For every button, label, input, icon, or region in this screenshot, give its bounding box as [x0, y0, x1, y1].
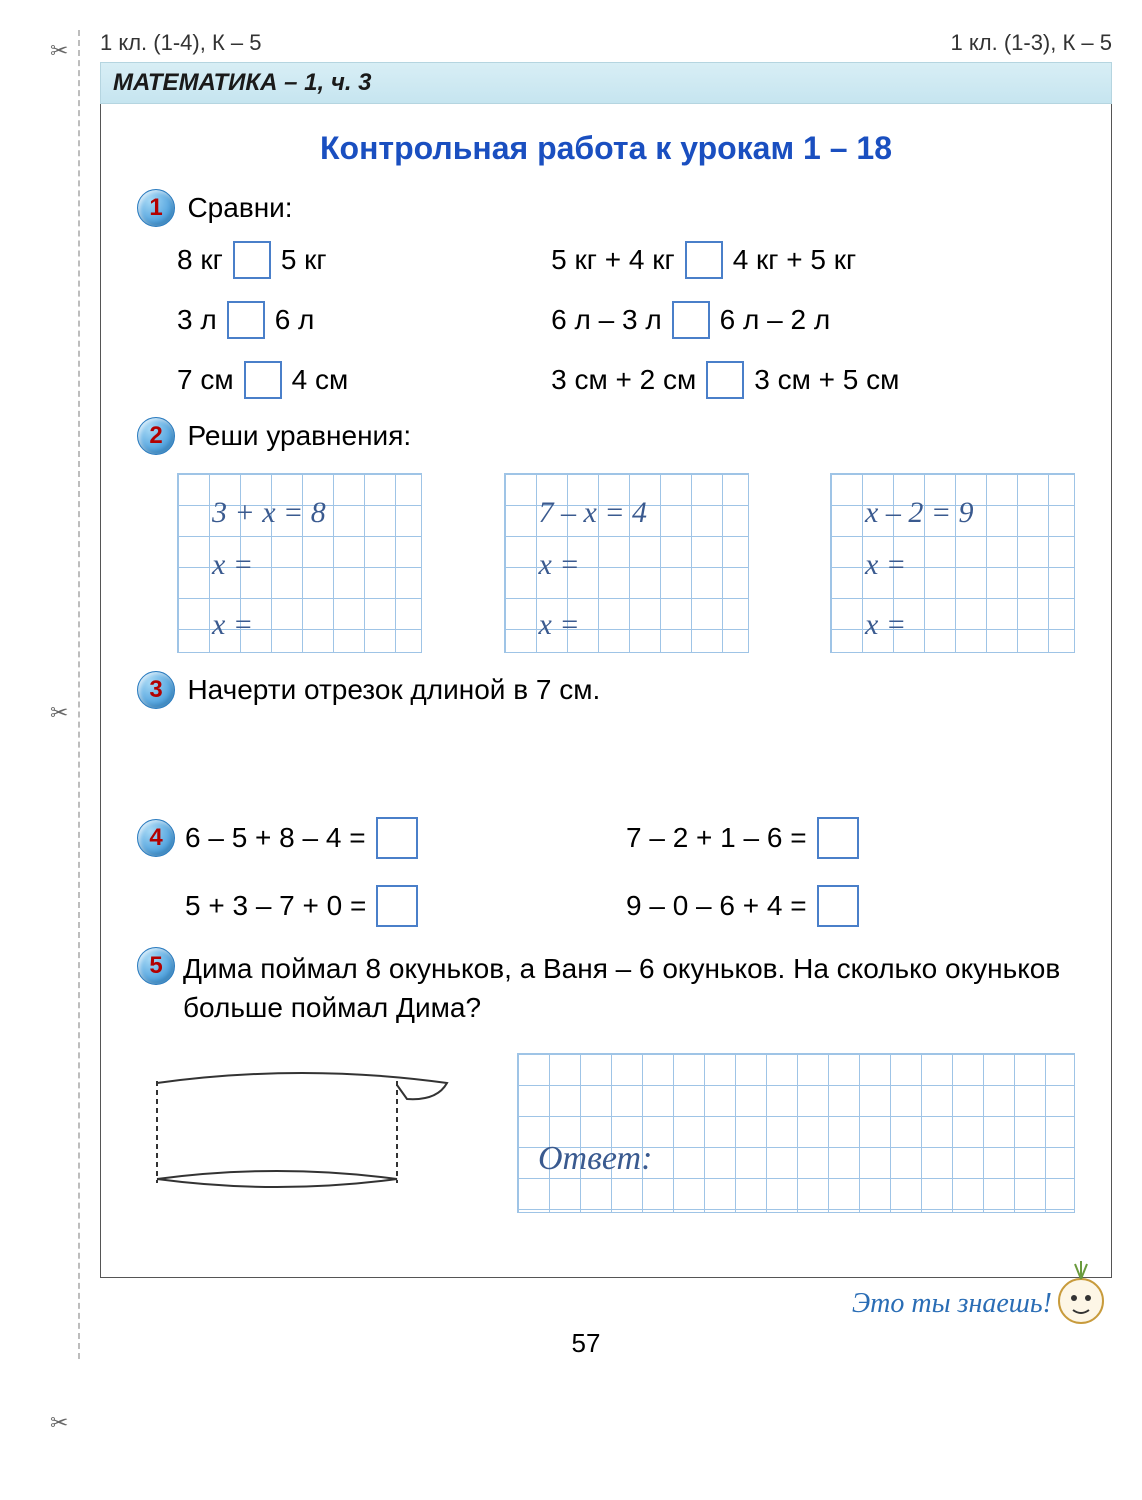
task-label: Реши уравнения: — [187, 420, 411, 451]
equation-boxes: 3 + x = 8 x = x = 7 – x = 4 x = x = x – … — [177, 473, 1075, 653]
answer-box[interactable] — [685, 241, 723, 279]
task-bullet: 1 — [137, 189, 175, 227]
task-4: 4 6 – 5 + 8 – 4 = 7 – 2 + 1 – 6 = 5 + 3 … — [137, 817, 1075, 927]
cmp-left: 3 л — [177, 304, 217, 336]
task-bullet: 5 — [137, 947, 175, 985]
compare-item: 3 см + 2 см 3 см + 5 см — [551, 361, 1075, 399]
cmp-right: 6 л — [275, 304, 315, 336]
equation-grid[interactable]: 7 – x = 4 x = x = — [504, 473, 749, 653]
equation-line: 3 + x = 8 — [212, 496, 326, 530]
expression: 9 – 0 – 6 + 4 = — [626, 890, 807, 922]
expression: 7 – 2 + 1 – 6 = — [626, 822, 807, 854]
answer-box[interactable] — [233, 241, 271, 279]
segment-diagram — [137, 1053, 477, 1203]
drawing-space[interactable] — [137, 709, 1075, 799]
task-1: 1 Сравни: 8 кг 5 кг 5 кг + 4 кг 4 кг + 5… — [137, 189, 1075, 399]
cmp-left: 5 кг + 4 кг — [551, 244, 675, 276]
cmp-left: 6 л – 3 л — [551, 304, 662, 336]
equation-line: x = — [539, 608, 580, 642]
footer-text: Это ты знаешь! — [852, 1288, 1052, 1319]
answer-box[interactable] — [376, 817, 418, 859]
mascot-icon — [1050, 1256, 1112, 1326]
arith-item: 7 – 2 + 1 – 6 = — [626, 817, 1075, 859]
worksheet-title: Контрольная работа к урокам 1 – 18 — [137, 130, 1075, 167]
equation-grid[interactable]: x – 2 = 9 x = x = — [830, 473, 1075, 653]
subject-bar: МАТЕМАТИКА – 1, ч. 3 — [100, 62, 1112, 104]
compare-grid: 8 кг 5 кг 5 кг + 4 кг 4 кг + 5 кг 3 л 6 … — [177, 241, 1075, 399]
compare-item: 3 л 6 л — [177, 301, 551, 339]
cmp-left: 7 см — [177, 364, 234, 396]
expression: 6 – 5 + 8 – 4 = — [185, 822, 366, 854]
cmp-left: 8 кг — [177, 244, 223, 276]
problem-workspace: Ответ: — [137, 1053, 1075, 1213]
answer-box[interactable] — [227, 301, 265, 339]
word-problem: Дима поймал 8 окуньков, а Ваня – 6 окунь… — [183, 949, 1075, 1027]
cmp-right: 6 л – 2 л — [720, 304, 831, 336]
answer-box[interactable] — [244, 361, 282, 399]
equation-grid[interactable]: 3 + x = 8 x = x = — [177, 473, 422, 653]
task-3: 3 Начерти отрезок длиной в 7 см. — [137, 671, 1075, 799]
page-number: 57 — [60, 1328, 1112, 1359]
answer-box[interactable] — [817, 817, 859, 859]
equation-line: x = — [212, 548, 253, 582]
header-left: 1 кл. (1-4), К – 5 — [100, 30, 261, 56]
scissors-icon: ✂ — [50, 1410, 68, 1436]
task-5: 5 Дима поймал 8 окуньков, а Ваня – 6 оку… — [137, 945, 1075, 1213]
task-bullet: 3 — [137, 671, 175, 709]
arithmetic-grid: 4 6 – 5 + 8 – 4 = 7 – 2 + 1 – 6 = 5 + 3 … — [137, 817, 1075, 927]
equation-line: x – 2 = 9 — [865, 496, 974, 530]
footer: Это ты знаешь! — [100, 1278, 1112, 1320]
scissors-icon: ✂ — [50, 38, 68, 64]
arith-item: 5 + 3 – 7 + 0 = — [137, 885, 586, 927]
equation-line: x = — [865, 608, 906, 642]
answer-box[interactable] — [672, 301, 710, 339]
answer-box[interactable] — [817, 885, 859, 927]
task-label: Начерти отрезок длиной в 7 см. — [187, 674, 600, 705]
cut-line — [78, 30, 80, 1359]
cmp-right: 4 см — [292, 364, 349, 396]
cmp-right: 3 см + 5 см — [754, 364, 899, 396]
arith-item: 4 6 – 5 + 8 – 4 = — [137, 817, 586, 859]
cmp-left: 3 см + 2 см — [551, 364, 696, 396]
compare-item: 7 см 4 см — [177, 361, 551, 399]
answer-grid[interactable]: Ответ: — [517, 1053, 1075, 1213]
compare-item: 6 л – 3 л 6 л – 2 л — [551, 301, 1075, 339]
cmp-right: 4 кг + 5 кг — [733, 244, 857, 276]
equation-line: x = — [539, 548, 580, 582]
compare-item: 5 кг + 4 кг 4 кг + 5 кг — [551, 241, 1075, 279]
answer-box[interactable] — [376, 885, 418, 927]
task-bullet: 2 — [137, 417, 175, 455]
worksheet: Контрольная работа к урокам 1 – 18 1 Сра… — [100, 104, 1112, 1278]
equation-line: x = — [865, 548, 906, 582]
task-2: 2 Реши уравнения: 3 + x = 8 x = x = 7 – … — [137, 417, 1075, 653]
cmp-right: 5 кг — [281, 244, 327, 276]
compare-item: 8 кг 5 кг — [177, 241, 551, 279]
scissors-icon: ✂ — [50, 700, 68, 726]
expression: 5 + 3 – 7 + 0 = — [185, 890, 366, 922]
header-right: 1 кл. (1-3), К – 5 — [951, 30, 1112, 56]
answer-box[interactable] — [706, 361, 744, 399]
top-labels: 1 кл. (1-4), К – 5 1 кл. (1-3), К – 5 — [100, 30, 1112, 56]
task-label: Сравни: — [187, 192, 292, 223]
equation-line: 7 – x = 4 — [539, 496, 648, 530]
task-bullet: 4 — [137, 819, 175, 857]
diagram-svg — [137, 1053, 477, 1203]
page: ✂ ✂ ✂ 1 кл. (1-4), К – 5 1 кл. (1-3), К … — [0, 0, 1142, 1389]
arith-item: 9 – 0 – 6 + 4 = — [626, 885, 1075, 927]
answer-label: Ответ: — [538, 1140, 652, 1178]
equation-line: x = — [212, 608, 253, 642]
